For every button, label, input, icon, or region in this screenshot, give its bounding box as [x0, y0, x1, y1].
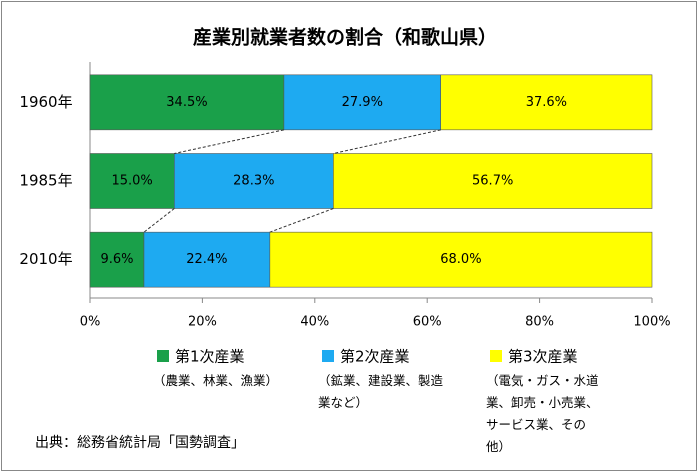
value-label: 9.6% — [100, 252, 133, 267]
y-tick-label: 1960年 — [19, 93, 72, 111]
x-tick-label: 0% — [80, 315, 101, 330]
value-label: 27.9% — [342, 95, 383, 110]
connector-line — [143, 208, 175, 233]
chart-title: 産業別就業者数の割合（和歌山県） — [193, 26, 497, 49]
bar — [143, 231, 271, 288]
connector-line — [269, 208, 334, 233]
x-tick-label: 20% — [188, 315, 217, 330]
x-tick-label: 80% — [525, 315, 554, 330]
legend-description: （農業、林業、漁業） — [153, 373, 279, 388]
bar — [89, 74, 285, 131]
source: 出典：総務省統計局「国勢調査」 — [35, 435, 245, 451]
legend-swatch — [490, 350, 502, 362]
value-label: 34.5% — [166, 95, 207, 110]
value-label: 37.6% — [526, 95, 567, 110]
legend-description: （電気・ガス・水道業、卸売・小売業、サービス業、その他） — [486, 373, 599, 454]
legend-swatch — [322, 350, 334, 362]
value-label: 15.0% — [111, 174, 152, 189]
x-tick-label: 60% — [413, 315, 442, 330]
legend-label: 第1次産業 — [175, 348, 245, 366]
value-label: 68.0% — [440, 252, 481, 267]
bar — [269, 231, 653, 288]
x-tick-label: 100% — [633, 315, 670, 330]
bar — [283, 74, 441, 131]
legend-swatch — [157, 350, 169, 362]
value-label: 22.4% — [186, 252, 227, 267]
legend-label: 第2次産業 — [340, 348, 410, 366]
y-tick-label: 2010年 — [19, 250, 72, 268]
connector-line — [333, 129, 441, 154]
x-tick-label: 40% — [300, 315, 329, 330]
bar — [440, 74, 653, 131]
bar — [89, 231, 145, 288]
value-label: 56.7% — [472, 174, 513, 189]
bar — [333, 153, 653, 209]
connector-line — [174, 129, 284, 154]
legend-description: （鉱業、建設業、製造業など） — [318, 373, 444, 410]
value-label: 28.3% — [233, 174, 274, 189]
bar — [174, 153, 334, 209]
bar — [89, 153, 175, 209]
y-tick-label: 1985年 — [19, 172, 72, 190]
legend-label: 第3次産業 — [508, 348, 578, 366]
